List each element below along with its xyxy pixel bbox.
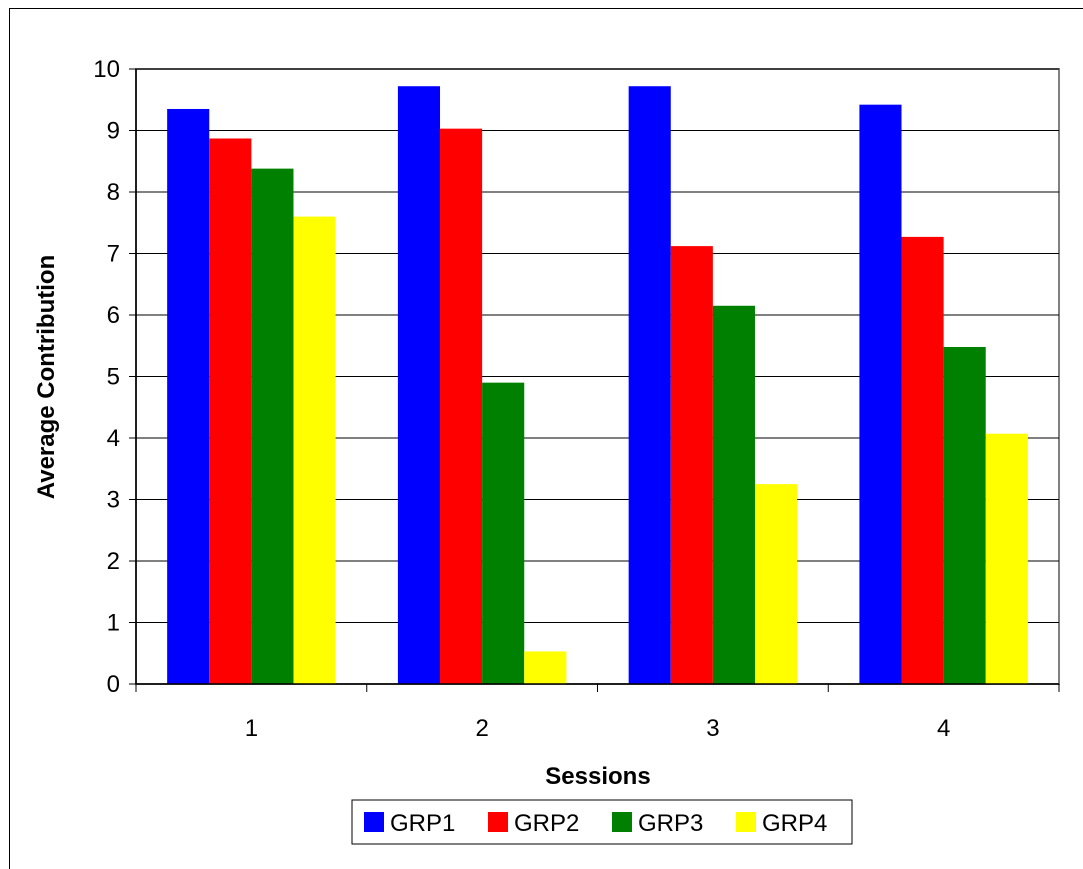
bar-grp1-session-2 [397, 86, 441, 685]
y-tick-label: 5 [107, 364, 120, 391]
bar-grp1-session-3 [628, 86, 671, 685]
legend-label-grp2: GRP2 [514, 810, 579, 837]
x-tick-label: 2 [475, 715, 488, 742]
bar-grp4-session-2 [524, 651, 567, 684]
y-tick-label: 10 [93, 56, 120, 83]
bar-grp4-session-3 [754, 484, 798, 684]
legend: GRP1 GRP2 GRP3 GRP4 [351, 799, 853, 845]
bar-grp3-session-2 [482, 382, 525, 684]
legend-label-grp4: GRP4 [762, 810, 827, 837]
legend-box [351, 799, 853, 845]
x-tick-label: 1 [245, 715, 258, 742]
x-axis-title: Sessions [545, 763, 650, 790]
x-tick-label: 4 [937, 715, 950, 742]
bar-grp4-session-1 [293, 216, 336, 684]
y-tick-label: 2 [107, 548, 120, 575]
bar-grp3-session-1 [251, 168, 294, 684]
y-tick-label: 4 [107, 425, 120, 452]
y-tick-label: 8 [107, 179, 120, 206]
legend-swatch-grp3 [612, 812, 632, 832]
legend-label-grp3: GRP3 [638, 810, 703, 837]
x-tick-label: 3 [706, 715, 719, 742]
bar-grp2-session-2 [440, 128, 483, 684]
bar-grp2-session-4 [901, 236, 944, 684]
bar-grp1-session-1 [167, 108, 210, 685]
chart-frame [9, 8, 1083, 869]
y-axis-title: Average Contribution [33, 255, 60, 499]
y-tick-label: 0 [107, 671, 120, 698]
y-tick-label: 9 [107, 118, 120, 145]
bars [167, 86, 1028, 685]
y-tick-labels: 0 1 2 3 4 5 6 7 8 9 10 [93, 56, 136, 698]
bar-grp3-session-4 [943, 346, 986, 684]
legend-label-grp1: GRP1 [390, 810, 455, 837]
y-tick-label: 7 [107, 241, 120, 268]
bar-grp4-session-4 [985, 433, 1028, 684]
bar-grp2-session-1 [209, 138, 252, 684]
bar-grp3-session-3 [712, 305, 755, 684]
legend-swatch-grp4 [736, 812, 756, 832]
y-tick-label: 1 [107, 610, 120, 637]
bar-grp1-session-4 [859, 104, 902, 685]
y-tick-label: 3 [107, 487, 120, 514]
bar-grp2-session-3 [670, 246, 713, 684]
x-tick-labels: 1 2 3 4 [135, 684, 1060, 742]
legend-swatch-grp2 [488, 812, 508, 832]
legend-swatch-grp1 [364, 812, 384, 832]
y-tick-label: 6 [107, 302, 120, 329]
